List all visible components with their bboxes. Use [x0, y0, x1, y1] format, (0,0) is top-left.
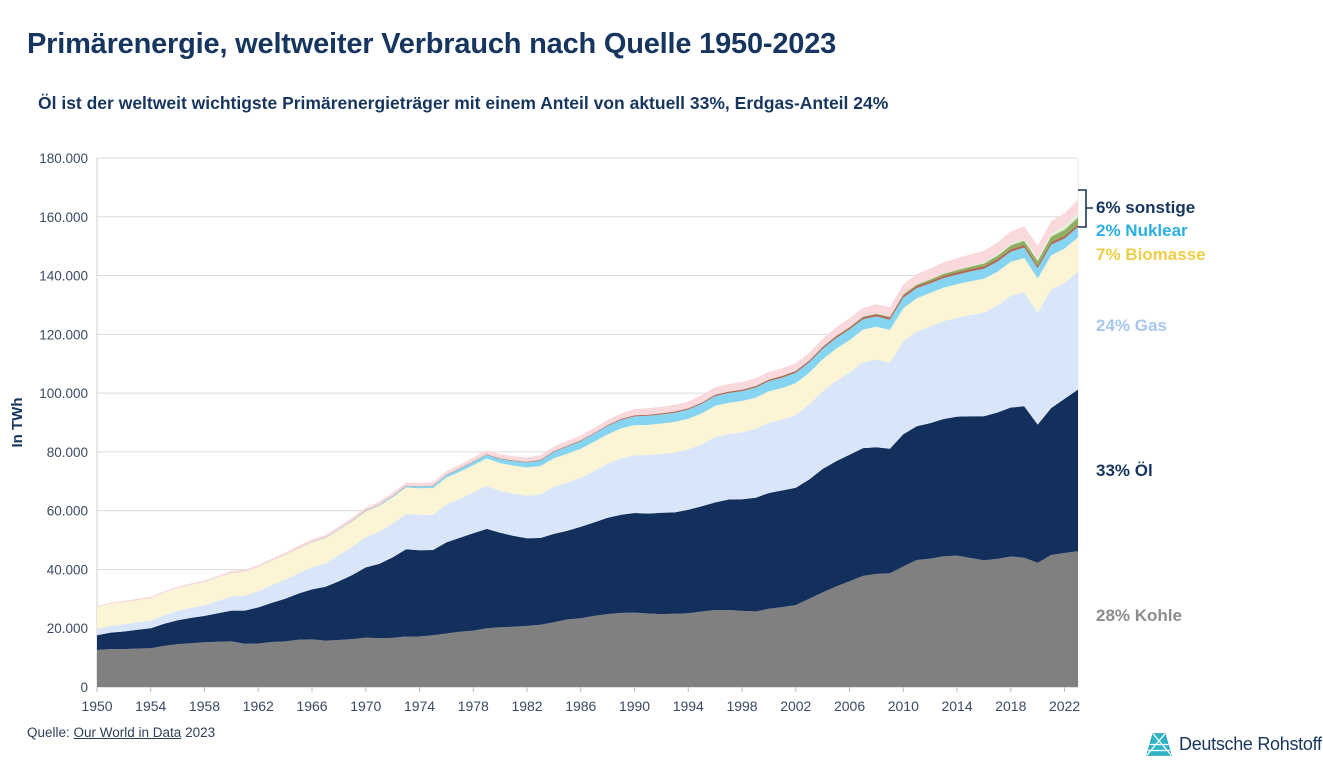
x-tick-label: 2018 — [995, 698, 1026, 714]
y-tick-label: 20.000 — [47, 621, 88, 636]
source-prefix: Quelle: — [27, 725, 74, 740]
x-tick-label: 1958 — [189, 698, 220, 714]
x-tick-label: 2022 — [1049, 698, 1080, 714]
label-nuklear: 2% Nuklear — [1096, 221, 1188, 240]
x-tick-label: 1982 — [511, 698, 542, 714]
x-tick-label: 2006 — [834, 698, 865, 714]
x-tick-label: 1974 — [404, 698, 435, 714]
y-tick-label: 120.000 — [39, 327, 88, 342]
y-tick-label: 100.000 — [39, 386, 88, 401]
x-tick-label: 1978 — [458, 698, 489, 714]
x-tick-label: 1962 — [243, 698, 274, 714]
label-gas: 24% Gas — [1096, 316, 1167, 335]
source-line: Quelle: Our World in Data 2023 — [27, 725, 215, 740]
y-tick-label: 180.000 — [39, 151, 88, 166]
sonstige-bracket — [1078, 189, 1093, 228]
page-title: Primärenergie, weltweiter Verbrauch nach… — [27, 28, 837, 60]
area-kohle — [97, 551, 1078, 687]
area-biomasse — [97, 237, 1078, 630]
logo-text: Deutsche Rohstoff — [1179, 734, 1322, 754]
label-biomasse: 7% Biomasse — [1096, 245, 1206, 264]
x-tick-label: 1950 — [81, 698, 112, 714]
company-logo: Deutsche Rohstoff — [1146, 733, 1322, 756]
x-tick-label: 1966 — [296, 698, 327, 714]
x-tick-label: 1970 — [350, 698, 381, 714]
y-tick-label: 40.000 — [47, 562, 88, 577]
source-link[interactable]: Our World in Data — [73, 725, 182, 740]
area-öl — [97, 389, 1078, 650]
x-tick-label: 2014 — [941, 698, 972, 714]
label-sonstige: 6% sonstige — [1096, 198, 1196, 217]
x-tick-label: 1998 — [726, 698, 757, 714]
y-tick-label: 80.000 — [47, 445, 88, 460]
label-kohle: 28% Kohle — [1096, 606, 1182, 625]
y-tick-label: 60.000 — [47, 504, 88, 519]
y-tick-label: 160.000 — [39, 210, 88, 225]
y-tick-label: 140.000 — [39, 269, 88, 284]
label-oel: 33% Öl — [1096, 461, 1153, 480]
x-tick-label: 2002 — [780, 698, 811, 714]
source-suffix: 2023 — [181, 725, 216, 740]
y-axis-title: In TWh — [9, 398, 26, 448]
y-tick-label: 0 — [80, 680, 88, 695]
page-subtitle: Öl ist der weltweit wichtigste Primärene… — [38, 93, 889, 113]
x-tick-label: 1986 — [565, 698, 596, 714]
derrick-icon — [1146, 733, 1172, 756]
x-tick-label: 1994 — [673, 698, 704, 714]
x-tick-label: 1990 — [619, 698, 650, 714]
x-tick-label: 2010 — [888, 698, 919, 714]
x-tick-label: 1954 — [135, 698, 166, 714]
